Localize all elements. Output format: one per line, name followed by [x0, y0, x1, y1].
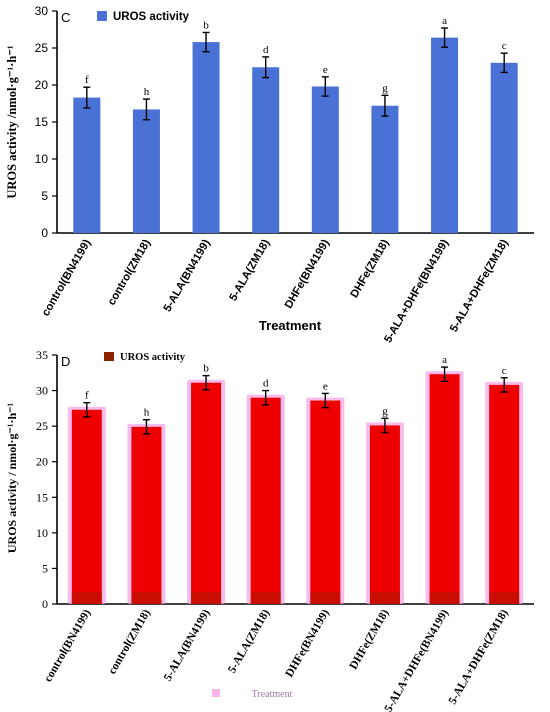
- bar-base-shade: [71, 592, 102, 604]
- significance-letter: b: [203, 19, 209, 31]
- chart-panel-c: 0 5 10 15 20 25 30 C UROS activity f control(BN419…: [5, 4, 534, 345]
- x-tick-label: DHFe(BN4199): [283, 237, 332, 311]
- bar-base-shade: [369, 592, 400, 604]
- x-tick-label: 5-ALA+DHFe(ZM18): [447, 607, 511, 706]
- significance-letter: a: [442, 354, 447, 366]
- x-tick-label: control(BN4199): [42, 607, 93, 684]
- y-tick-label: 30: [35, 4, 49, 18]
- y-tick-label: 20: [35, 78, 49, 92]
- bar: [490, 62, 518, 233]
- legend-swatch: [97, 11, 107, 21]
- significance-letter: f: [85, 74, 89, 86]
- x-tick-label: control(ZM18): [106, 607, 153, 676]
- panel-label: C: [61, 10, 70, 25]
- bar: [371, 105, 399, 233]
- x-axis-label: Treatment: [252, 689, 293, 700]
- significance-letter: h: [144, 86, 150, 98]
- y-axis-label: UROS activity / nmol·g⁻¹·h⁻¹: [5, 403, 19, 554]
- y-axis-label: UROS activity /nmol·g⁻¹·h⁻¹: [5, 45, 19, 199]
- x-tick-label: DHFe(ZM18): [349, 237, 392, 300]
- y-tick-label: 20: [36, 455, 48, 469]
- x-tick-label: 5-ALA(ZM18): [226, 607, 272, 675]
- bar: [192, 42, 220, 233]
- y-tick-label: 25: [35, 41, 49, 55]
- y-tick-label: 35: [36, 348, 48, 362]
- bar-base-shade: [310, 592, 341, 604]
- y-tick-label: 5: [42, 561, 48, 575]
- x-tick-label: 5-ALA(ZM18): [227, 237, 272, 303]
- bar: [369, 425, 400, 604]
- x-tick-label: 5-ALA+DHFe(BN4199): [383, 607, 452, 712]
- y-tick-label: 15: [35, 115, 49, 129]
- bar: [71, 409, 102, 604]
- y-tick-label: 10: [35, 152, 49, 166]
- x-tick-label: control(ZM18): [106, 237, 154, 307]
- significance-letter: e: [323, 380, 328, 392]
- significance-letter: e: [323, 64, 328, 76]
- bar: [429, 374, 460, 604]
- significance-letter: b: [203, 363, 209, 375]
- x-axis-label: Treatment: [259, 318, 322, 333]
- bar: [310, 400, 341, 604]
- bar-base-shade: [131, 592, 162, 604]
- bar: [132, 109, 160, 233]
- significance-letter: d: [263, 378, 269, 390]
- y-tick-label: 10: [36, 526, 48, 540]
- y-tick-label: 30: [36, 384, 48, 398]
- bar: [252, 67, 280, 234]
- significance-letter: d: [263, 44, 269, 56]
- xlabel-marker: [212, 689, 220, 697]
- significance-letter: h: [144, 407, 150, 419]
- bar: [250, 397, 281, 604]
- significance-letter: g: [382, 82, 388, 94]
- bar: [431, 37, 459, 233]
- bar: [191, 382, 222, 604]
- y-tick-label: 25: [36, 419, 48, 433]
- x-tick-label: 5-ALA+DHFe(BN4199): [382, 237, 451, 345]
- x-tick-label: DHFe(ZM18): [348, 607, 392, 671]
- significance-letter: a: [442, 15, 447, 27]
- bar-base-shade: [250, 592, 281, 604]
- significance-letter: f: [85, 390, 89, 402]
- y-tick-label: 15: [36, 490, 48, 504]
- significance-letter: c: [502, 365, 507, 377]
- y-tick-label: 0: [42, 597, 48, 611]
- x-tick-label: 5-ALA(BN4199): [162, 237, 213, 314]
- bar: [311, 86, 339, 233]
- legend-label: UROS activity: [113, 11, 190, 23]
- x-tick-label: DHFe(BN4199): [284, 607, 332, 679]
- bar: [73, 97, 101, 233]
- legend-label: UROS activity: [120, 352, 186, 363]
- bar-base-shade: [489, 592, 520, 604]
- panel-label: D: [61, 354, 70, 369]
- chart-panel-d: 0 5 10 15 20 25 30 35 D UROS activity f control(BN4…: [5, 348, 534, 712]
- x-tick-label: control(BN4199): [40, 237, 94, 318]
- bar-base-shade: [191, 592, 222, 604]
- bar: [489, 384, 520, 604]
- y-tick-label: 5: [41, 189, 48, 203]
- x-tick-label: 5-ALA(BN4199): [162, 607, 213, 683]
- legend-swatch: [104, 352, 114, 361]
- bar-base-shade: [429, 592, 460, 604]
- significance-letter: c: [502, 40, 507, 52]
- y-tick-label: 0: [41, 226, 48, 240]
- x-tick-label: 5-ALA+DHFe(ZM18): [448, 237, 511, 334]
- significance-letter: g: [382, 405, 388, 417]
- bar: [131, 426, 162, 604]
